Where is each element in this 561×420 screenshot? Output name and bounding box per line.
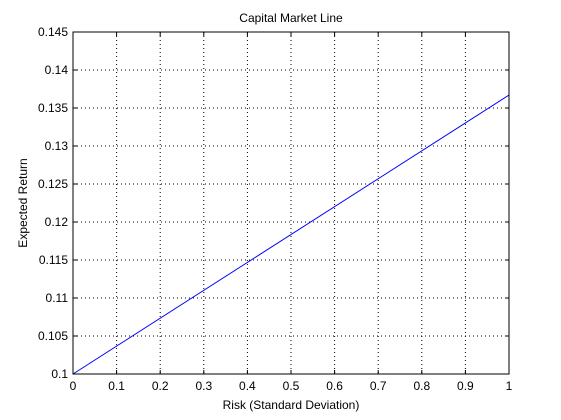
x-tick-labels: 0 0.1 0.2 0.3 0.4 0.5 0.6 0.7 0.8 0.9 1 [70,379,513,393]
grid [73,32,509,374]
y-tick-label: 0.135 [38,101,68,115]
x-tick-label: 0.1 [108,379,125,393]
y-tick-label: 0.105 [38,329,68,343]
y-tick-label: 0.1 [51,367,68,381]
y-tick-label: 0.12 [45,215,69,229]
y-axis-label: Expected Return [16,158,30,247]
y-tick-label: 0.11 [46,291,69,305]
y-tick-labels: 0.1 0.105 0.11 0.115 0.12 0.125 0.13 0.135 0.14 0… [38,25,68,381]
ticks [72,31,510,375]
x-tick-label: 0.4 [239,379,256,393]
x-tick-label: 0.3 [195,379,212,393]
x-tick-label: 0.9 [457,379,474,393]
x-tick-label: 0.6 [326,379,343,393]
series-line [72,94,510,375]
y-tick-label: 0.125 [38,177,68,191]
y-tick-label: 0.14 [45,63,69,77]
chart-title: Capital Market Line [239,11,343,25]
series-layer [72,94,510,375]
x-tick-label: 0.2 [152,379,169,393]
plot-background [73,32,509,374]
y-tick-label: 0.115 [39,253,68,267]
x-tick-label: 0.7 [370,379,387,393]
x-tick-label: 0.8 [413,379,430,393]
x-axis-label: Risk (Standard Deviation) [223,398,360,412]
y-tick-label: 0.145 [38,25,68,39]
x-tick-label: 0.5 [283,379,300,393]
x-tick-label: 1 [506,379,513,393]
y-tick-label: 0.13 [45,139,69,153]
x-tick-label: 0 [70,379,77,393]
